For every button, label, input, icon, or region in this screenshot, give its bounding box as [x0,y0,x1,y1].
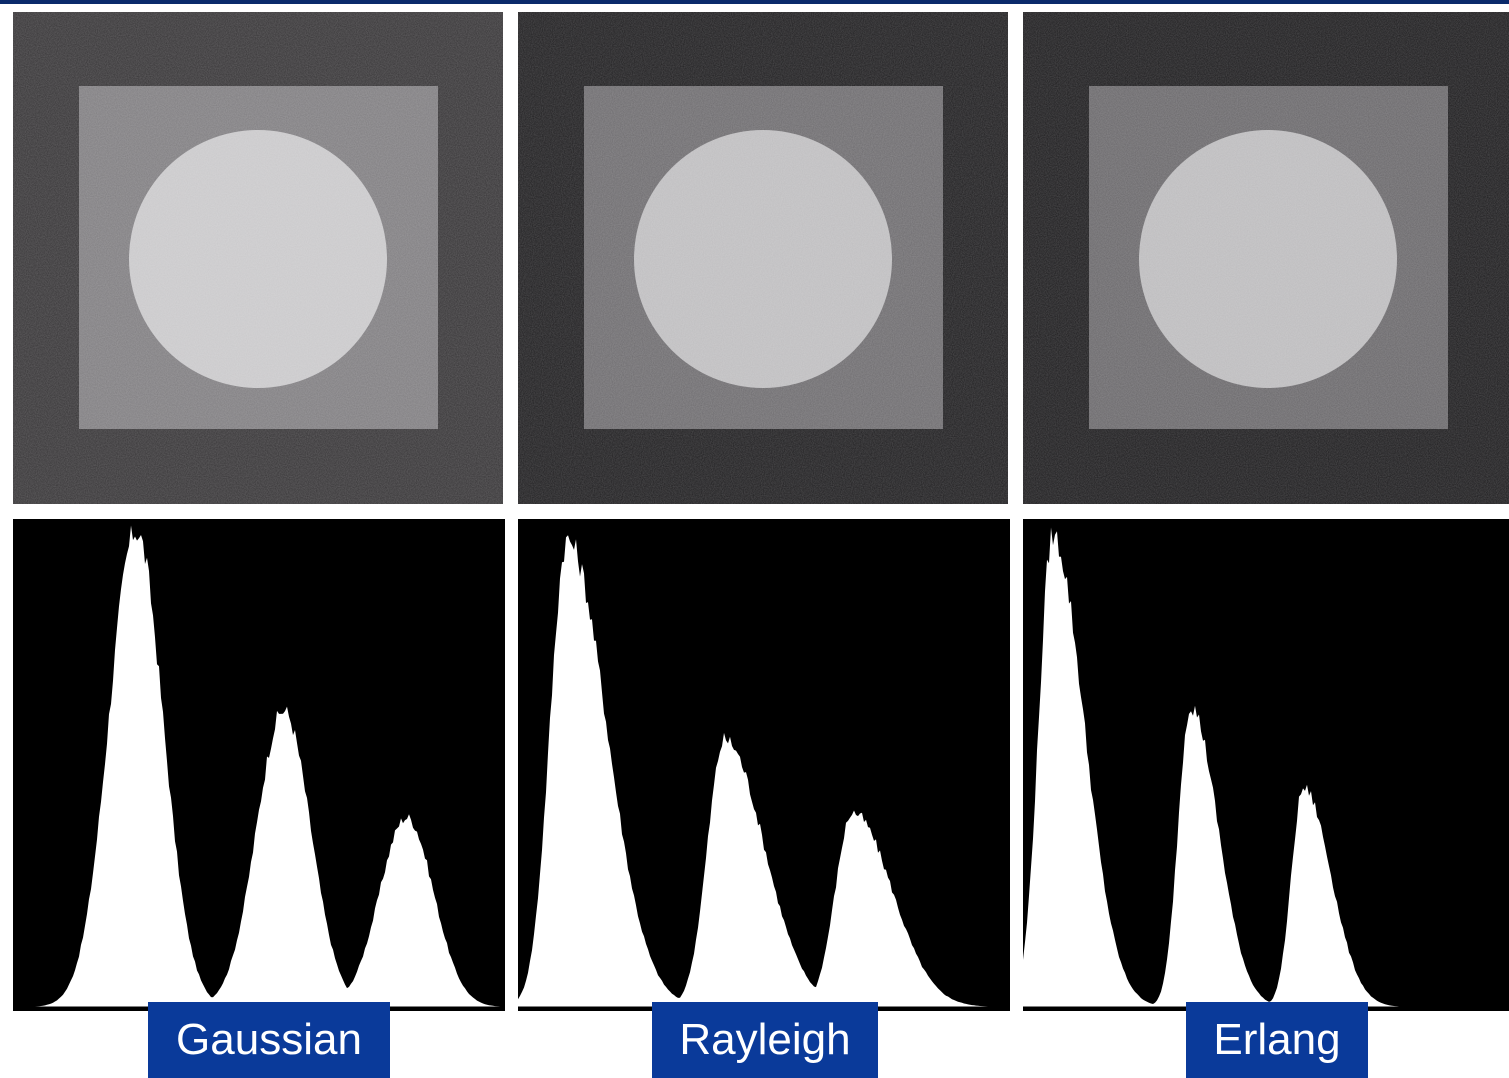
histogram-area [13,525,505,1007]
histogram-area [518,535,1010,1007]
rayleigh-noise-image [518,12,1008,504]
top-accent-bar [0,0,1509,4]
rayleigh-histogram [518,519,1010,1011]
gaussian-noise-image [13,12,503,504]
caption-erlang: Erlang [1186,1002,1368,1078]
histogram-area [1023,527,1509,1007]
noise-grain-overlay [518,12,1008,504]
erlang-histogram [1023,519,1509,1011]
noise-grain-overlay [1023,12,1509,504]
caption-rayleigh: Rayleigh [652,1002,878,1078]
caption-gaussian: Gaussian [148,1002,390,1078]
erlang-noise-image [1023,12,1509,504]
gaussian-histogram [13,519,505,1011]
noise-grain-overlay [13,12,503,504]
